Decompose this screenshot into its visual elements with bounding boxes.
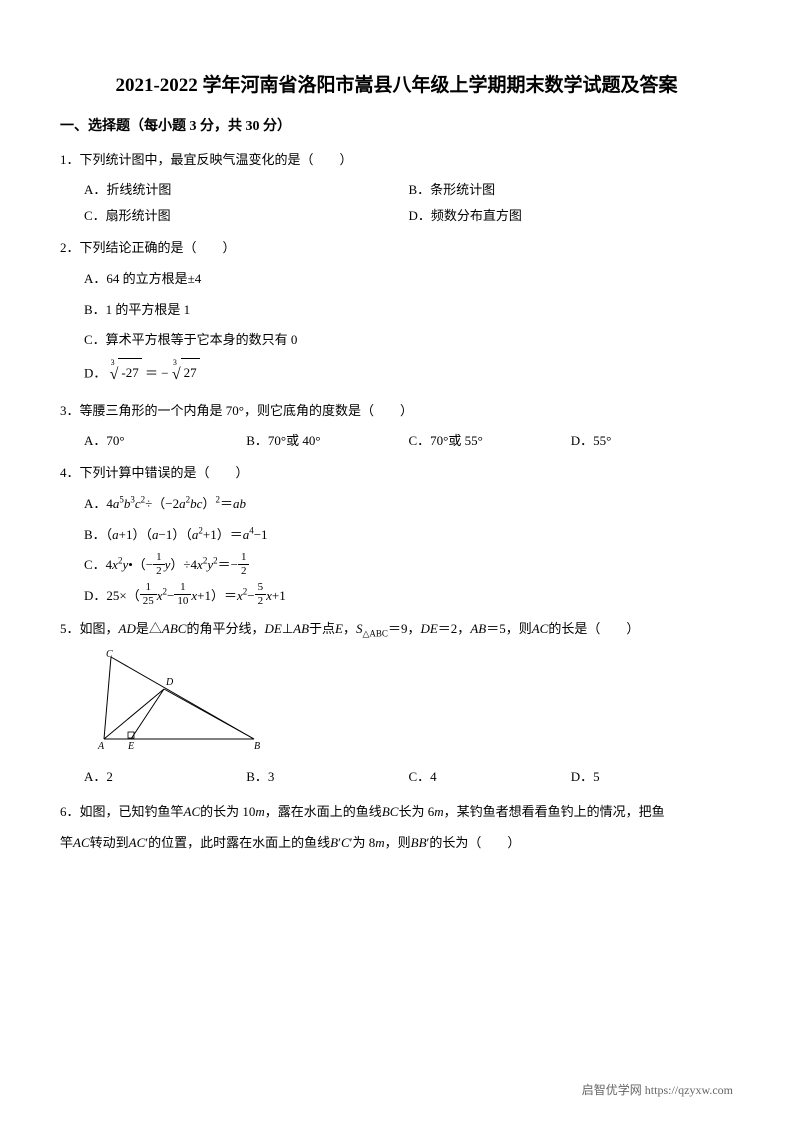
svg-text:A: A	[97, 741, 105, 749]
q1-option-a: A．折线统计图	[84, 177, 409, 203]
page-title: 2021-2022 学年河南省洛阳市嵩县八年级上学期期末数学试题及答案	[60, 70, 733, 97]
svg-text:C: C	[106, 649, 113, 660]
q1-options: A．折线统计图 B．条形统计图 C．扇形统计图 D．频数分布直方图	[60, 177, 733, 229]
q2-stem: 2．下列结论正确的是（ ）	[60, 235, 733, 261]
q3-option-c: C．70°或 55°	[409, 428, 571, 454]
question-5: 5．如图，AD是△ABC的角平分线，DE⊥AB于点E，S△ABC＝9，DE＝2，…	[60, 616, 733, 790]
footer-text: 启智优学网 https://qzyxw.com	[582, 1081, 733, 1098]
q3-option-a: A．70°	[84, 428, 246, 454]
section-header: 一、选择题（每小题 3 分，共 30 分）	[60, 115, 733, 135]
q1-option-c: C．扇形统计图	[84, 203, 409, 229]
q1-option-d: D．频数分布直方图	[409, 203, 734, 229]
q1-option-b: B．条形统计图	[409, 177, 734, 203]
q2-option-a: A．64 的立方根是±4	[84, 265, 733, 294]
q4-stem: 4．下列计算中错误的是（ ）	[60, 460, 733, 486]
triangle-svg-icon: C D A E B	[84, 649, 264, 749]
q3-option-d: D．55°	[571, 428, 733, 454]
q2-option-d: D． 3√-27 ＝ − 3√27	[84, 357, 733, 392]
q3-stem: 3．等腰三角形的一个内角是 70°，则它底角的度数是（ ）	[60, 398, 733, 424]
q3-options: A．70° B．70°或 40° C．70°或 55° D．55°	[60, 428, 733, 454]
q4-option-c: C．4x2y•（−12y）÷4x2y2＝−12	[84, 551, 733, 580]
q2d-eq: ＝ −	[145, 365, 172, 380]
q5-option-b: B．3	[246, 764, 408, 790]
question-4: 4．下列计算中错误的是（ ） A．4a5b3c2÷（−2a2bc）2＝ab B．…	[60, 460, 733, 610]
q5-stem: 5．如图，AD是△ABC的角平分线，DE⊥AB于点E，S△ABC＝9，DE＝2，…	[60, 616, 733, 643]
question-1: 1．下列统计图中，最宜反映气温变化的是（ ） A．折线统计图 B．条形统计图 C…	[60, 147, 733, 229]
q6-stem: 6．如图，已知钓鱼竿AC的长为 10m，露在水面上的鱼线BC长为 6m，某钓鱼者…	[60, 796, 733, 858]
q4-options: A．4a5b3c2÷（−2a2bc）2＝ab B．（a+1）（a−1）（a2+1…	[60, 490, 733, 610]
cube-root-icon: 3√-27	[110, 357, 142, 392]
q4-option-d: D．25×（125x2−110x+1）＝x2−52x+1	[84, 582, 733, 611]
q5-option-d: D．5	[571, 764, 733, 790]
svg-text:E: E	[127, 741, 134, 749]
question-3: 3．等腰三角形的一个内角是 70°，则它底角的度数是（ ） A．70° B．70…	[60, 398, 733, 454]
q3-option-b: B．70°或 40°	[246, 428, 408, 454]
q5-option-c: C．4	[409, 764, 571, 790]
q2d-prefix: D．	[84, 365, 106, 380]
question-6: 6．如图，已知钓鱼竿AC的长为 10m，露在水面上的鱼线BC长为 6m，某钓鱼者…	[60, 796, 733, 858]
q5-option-a: A．2	[84, 764, 246, 790]
triangle-figure: C D A E B	[84, 649, 733, 758]
q2-option-c: C．算术平方根等于它本身的数只有 0	[84, 326, 733, 355]
q4-option-a: A．4a5b3c2÷（−2a2bc）2＝ab	[84, 490, 733, 519]
question-2: 2．下列结论正确的是（ ） A．64 的立方根是±4 B．1 的平方根是 1 C…	[60, 235, 733, 392]
q5-options: A．2 B．3 C．4 D．5	[60, 764, 733, 790]
q2-options: A．64 的立方根是±4 B．1 的平方根是 1 C．算术平方根等于它本身的数只…	[60, 265, 733, 392]
q1-stem: 1．下列统计图中，最宜反映气温变化的是（ ）	[60, 147, 733, 173]
cube-root-icon: 3√27	[172, 357, 200, 392]
svg-text:B: B	[254, 741, 260, 749]
svg-text:D: D	[165, 677, 174, 688]
q2-option-b: B．1 的平方根是 1	[84, 296, 733, 325]
q4-option-b: B．（a+1）（a−1）（a2+1）＝a4−1	[84, 521, 733, 550]
